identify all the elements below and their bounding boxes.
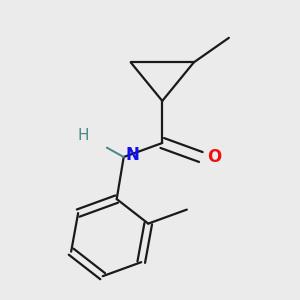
Text: H: H [77,128,89,143]
Text: O: O [207,148,221,166]
Text: N: N [125,146,139,164]
